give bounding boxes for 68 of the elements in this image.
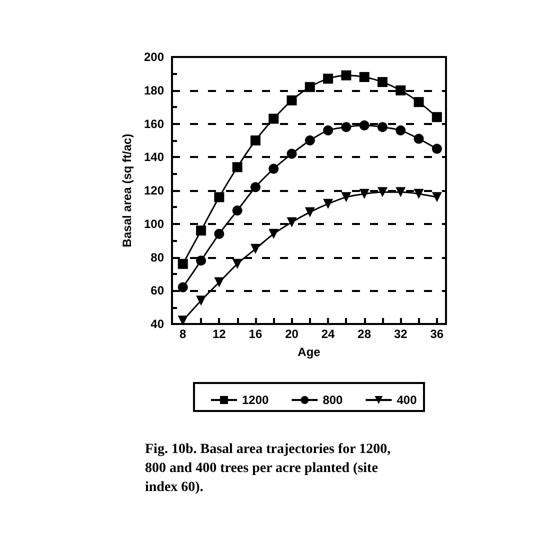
- x-tick-label: 16: [248, 327, 262, 341]
- point: [414, 97, 424, 108]
- point: [341, 122, 352, 132]
- point: [359, 72, 370, 82]
- point: [377, 77, 388, 88]
- point: [323, 74, 334, 84]
- x-tick-label: 12: [212, 327, 226, 341]
- y-tick-label: 180: [144, 83, 164, 98]
- y-tick-label: 80: [150, 250, 164, 264]
- point: [304, 207, 315, 218]
- legend-label: 1200: [242, 393, 270, 407]
- point: [414, 134, 424, 144]
- point: [250, 182, 260, 192]
- point: [341, 192, 352, 202]
- point: [250, 135, 260, 146]
- point: [432, 112, 442, 122]
- point: [286, 217, 297, 228]
- x-tick-label: 20: [285, 327, 299, 341]
- point: [268, 164, 279, 174]
- x-tick-label: 36: [430, 327, 444, 341]
- caption: Fig. 10b. Basal area trajectories for 1200, 800 and 400 trees per acre planted (site index 60).: [145, 441, 392, 497]
- legend-label: 800: [322, 393, 344, 407]
- point: [232, 206, 242, 216]
- x-tick-label: 8: [180, 327, 187, 341]
- point: [378, 122, 388, 132]
- point: [323, 198, 334, 209]
- x-tick-label: 24: [321, 327, 336, 341]
- point: [304, 82, 315, 92]
- point: [304, 135, 315, 146]
- x-axis-title: Age: [298, 345, 321, 359]
- y-tick-label: 100: [144, 216, 164, 231]
- point: [232, 258, 242, 269]
- point: [323, 125, 334, 136]
- x-tick-label: 28: [358, 327, 372, 341]
- point: [377, 187, 388, 198]
- point: [286, 95, 297, 106]
- point: [268, 114, 279, 124]
- point: [232, 162, 242, 172]
- y-tick-label: 160: [144, 116, 164, 131]
- y-tick-label: 120: [144, 184, 164, 198]
- point: [396, 187, 406, 198]
- point: [432, 144, 442, 154]
- point: [214, 277, 224, 288]
- y-tick-label: 60: [150, 284, 164, 298]
- point: [250, 244, 260, 254]
- point: [414, 188, 424, 199]
- point: [178, 282, 188, 292]
- point: [214, 192, 224, 202]
- point: [396, 85, 406, 96]
- point: [196, 296, 206, 306]
- point: [341, 70, 352, 80]
- point: [196, 226, 206, 236]
- point: [214, 228, 224, 239]
- point: [178, 258, 188, 269]
- y-axis-title: Basal area (sq ft/ac): [120, 134, 134, 248]
- point: [359, 120, 370, 130]
- x-tick-label: 32: [394, 327, 408, 341]
- point: [178, 316, 188, 326]
- point: [432, 192, 442, 202]
- y-tick-label: 40: [150, 317, 164, 331]
- point: [268, 228, 279, 239]
- y-tick-label: 140: [144, 150, 164, 164]
- point: [359, 188, 370, 199]
- point: [286, 148, 297, 159]
- legend-label: 400: [396, 393, 418, 407]
- point: [196, 256, 206, 266]
- point: [396, 125, 406, 136]
- y-tick-label: 200: [144, 50, 164, 64]
